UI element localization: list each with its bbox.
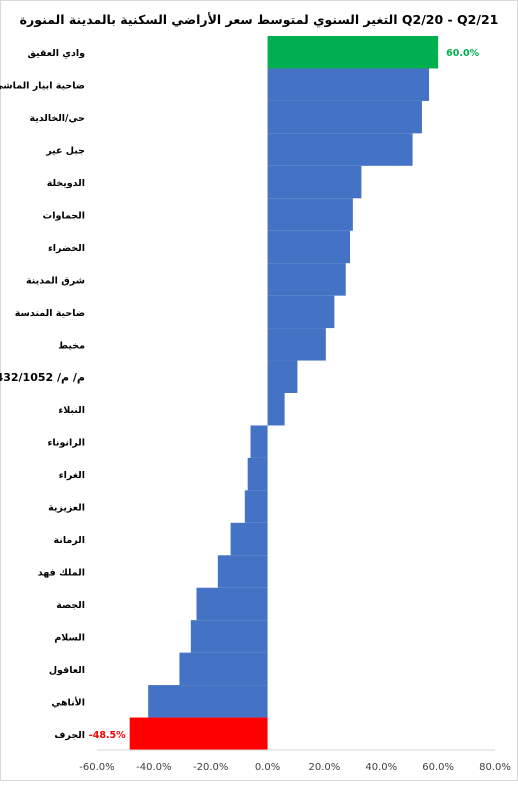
x-tick-label: 80.0% (479, 762, 511, 773)
bar (267, 393, 285, 426)
category-label: الملك فهد (38, 568, 85, 579)
bar (247, 457, 268, 491)
bar (267, 295, 335, 329)
bar (244, 490, 268, 523)
category-label: الجصة (56, 600, 85, 611)
category-label: حي/الخالدية (29, 113, 85, 124)
x-axis: -60.0% -40.0% -20.0% 0.0% 20.0% 40.0% 60.0% 80.… (79, 749, 511, 773)
data-label: 60.0% (446, 48, 479, 59)
x-tick-label: -40.0% (136, 762, 171, 773)
category-label: السلام (54, 632, 85, 643)
category-label: العزيزية (48, 503, 85, 514)
x-tick-label: 20.0% (309, 762, 341, 773)
x-tick-label: 60.0% (422, 762, 454, 773)
category-label: وادي العقيق (27, 48, 85, 59)
category-label: ضاحية المندسة (15, 308, 85, 319)
bar (267, 360, 298, 393)
x-tick-label: 0.0% (255, 762, 280, 773)
category-label: الغراء (59, 470, 85, 481)
bar (267, 198, 353, 231)
bar (267, 230, 351, 264)
category-label: الرمانة (53, 535, 85, 546)
category-label: شرق المدينة (26, 275, 85, 286)
bar (230, 522, 268, 556)
x-tick-label: 40.0% (365, 762, 397, 773)
category-label: الجماوات (43, 211, 85, 222)
category-label: جبل عير (45, 146, 85, 157)
category-label: م/ م/ 1432/1052 (0, 371, 85, 384)
bar (217, 555, 268, 588)
bar (250, 425, 268, 458)
category-label: الرانوناء (47, 438, 85, 449)
category-label: مخيط (58, 340, 85, 351)
category-label: الأناهي (51, 696, 85, 708)
bar (190, 620, 268, 653)
bar (267, 165, 362, 199)
bar (267, 328, 326, 361)
category-label: العاقول (49, 665, 85, 676)
chart-title: التغير السنوي لمتوسط سعر الأراضي السكنية… (20, 12, 499, 27)
bar (129, 717, 268, 750)
category-label: الجرف (54, 730, 85, 741)
category-labels: وادي العقيق ضاحية ابيار الماشى حي/الخالدية… (0, 48, 85, 741)
category-label: ضاحية ابيار الماشى (0, 81, 85, 92)
category-label: النبلاء (58, 405, 85, 416)
bar (267, 133, 413, 166)
bar (267, 100, 422, 134)
data-label: -48.5% (89, 730, 126, 741)
x-tick-label: -20.0% (193, 762, 228, 773)
category-label: الخضراء (48, 243, 85, 254)
data-labels: 60.0% -48.5% (89, 48, 480, 741)
bar (267, 36, 439, 69)
bar (148, 685, 268, 718)
bar (267, 263, 346, 296)
x-tick-label: -60.0% (79, 762, 114, 773)
bars-layer (129, 36, 439, 750)
category-label: الدويخلة (47, 178, 85, 189)
bar (196, 587, 268, 621)
bar (267, 68, 430, 101)
bar (179, 652, 268, 686)
